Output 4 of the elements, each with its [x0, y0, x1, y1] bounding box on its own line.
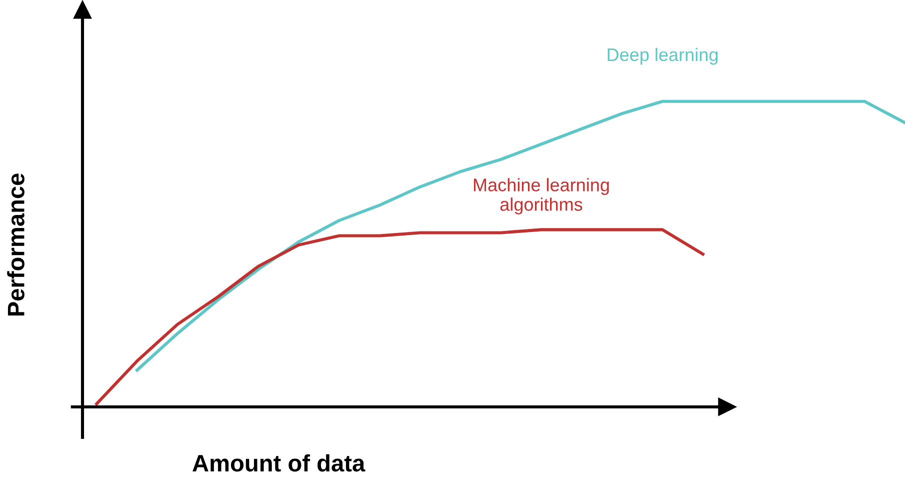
- x-axis-title: Amount of data: [192, 454, 366, 472]
- text: Deep learning: [608, 48, 718, 65]
- series-label: Machine learning algorithms: [474, 178, 609, 214]
- y-axis-title: Performance: [7, 174, 24, 316]
